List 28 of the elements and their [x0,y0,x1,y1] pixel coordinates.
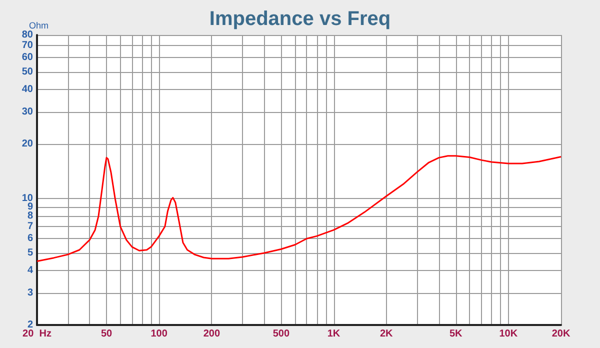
x-tick-label: 200 [203,328,220,340]
x-tick-label: 2K [380,328,394,340]
x-tick-label: 20 Hz [22,328,52,340]
y-tick-label: 40 [22,84,34,95]
y-tick-label: 80 [22,30,34,40]
y-tick-label: 8 [27,210,34,222]
x-tick-label: 100 [150,328,168,340]
y-tick-label: 5 [27,247,34,258]
x-tick-label: 5K [449,328,464,340]
y-tick-label: 30 [22,106,34,118]
y-tick-label: 4 [27,265,34,276]
y-tick-label: 6 [27,233,34,244]
y-tick-label: 9 [27,201,34,212]
y-axis-title: Ohm [29,20,49,31]
y-tick-label: 60 [22,52,34,64]
y-tick-label: 3 [27,288,34,299]
y-tick-label: 70 [22,40,34,51]
x-tick-label: 10K [499,328,518,340]
y-tick-label: 7 [27,221,34,232]
x-tick-label: 500 [272,328,290,340]
y-tick-label: 50 [22,66,34,78]
y-tick-label: 10 [22,192,34,204]
chart-title: Impedance vs Freq [209,8,391,30]
x-tick-label: 50 [100,328,113,340]
x-tick-label: 1K [327,328,341,340]
y-tick-label: 20 [22,138,34,150]
x-tick-label: 20K [552,328,571,340]
y-tick-label: 2 [27,320,34,330]
